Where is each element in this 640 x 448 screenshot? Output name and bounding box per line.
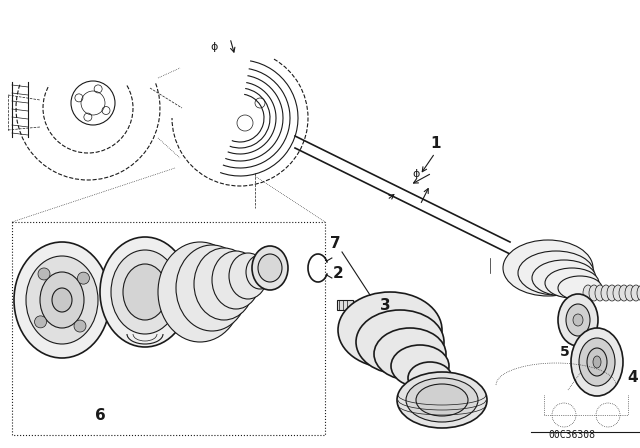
Ellipse shape — [212, 251, 260, 309]
Ellipse shape — [52, 288, 72, 312]
Ellipse shape — [545, 268, 599, 298]
Ellipse shape — [566, 304, 590, 336]
Ellipse shape — [518, 251, 594, 295]
Ellipse shape — [631, 285, 640, 301]
Ellipse shape — [176, 245, 248, 331]
Ellipse shape — [579, 338, 615, 386]
Text: ϕ: ϕ — [210, 42, 218, 52]
Text: 1: 1 — [430, 136, 440, 151]
Ellipse shape — [406, 378, 478, 422]
Ellipse shape — [593, 356, 601, 368]
Ellipse shape — [637, 285, 640, 301]
Ellipse shape — [374, 328, 446, 380]
Ellipse shape — [77, 272, 90, 284]
Ellipse shape — [38, 268, 50, 280]
Ellipse shape — [40, 272, 84, 328]
Ellipse shape — [416, 384, 468, 416]
Ellipse shape — [573, 314, 583, 326]
Ellipse shape — [589, 285, 599, 301]
Ellipse shape — [625, 285, 635, 301]
Ellipse shape — [391, 345, 449, 387]
Ellipse shape — [252, 246, 288, 290]
Ellipse shape — [607, 285, 617, 301]
Text: 2: 2 — [333, 266, 344, 281]
Ellipse shape — [74, 320, 86, 332]
Ellipse shape — [123, 264, 167, 320]
Ellipse shape — [619, 285, 629, 301]
Ellipse shape — [35, 316, 47, 328]
Text: 4: 4 — [627, 370, 637, 385]
Ellipse shape — [158, 242, 242, 342]
Ellipse shape — [194, 248, 254, 320]
Ellipse shape — [583, 285, 593, 301]
Ellipse shape — [246, 255, 274, 289]
Ellipse shape — [532, 260, 596, 296]
Text: ϕ: ϕ — [412, 169, 419, 179]
Ellipse shape — [397, 372, 487, 428]
Text: 6: 6 — [95, 408, 106, 423]
Ellipse shape — [503, 240, 593, 296]
Text: 00C36308: 00C36308 — [548, 430, 595, 440]
Ellipse shape — [595, 285, 605, 301]
Ellipse shape — [229, 253, 267, 299]
Ellipse shape — [571, 328, 623, 396]
Ellipse shape — [601, 285, 611, 301]
Text: 3: 3 — [380, 298, 390, 313]
Ellipse shape — [587, 348, 607, 376]
Bar — [337, 300, 353, 310]
Ellipse shape — [26, 256, 98, 344]
Ellipse shape — [356, 310, 444, 374]
Ellipse shape — [111, 250, 179, 334]
Bar — [12, 222, 325, 435]
Ellipse shape — [100, 237, 190, 347]
Ellipse shape — [338, 292, 442, 368]
Text: 7: 7 — [330, 236, 340, 251]
Ellipse shape — [408, 362, 452, 394]
Ellipse shape — [558, 276, 602, 300]
Text: 5: 5 — [560, 345, 570, 359]
Ellipse shape — [613, 285, 623, 301]
Ellipse shape — [14, 242, 110, 358]
Ellipse shape — [558, 294, 598, 346]
Ellipse shape — [258, 254, 282, 282]
